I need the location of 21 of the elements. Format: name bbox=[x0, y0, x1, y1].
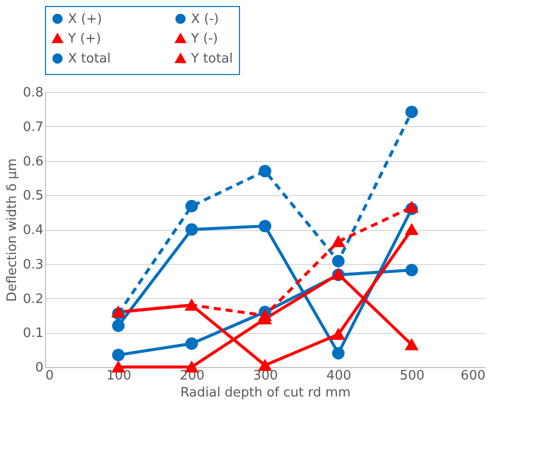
y-tick-label: 0.6 bbox=[22, 154, 44, 170]
legend-label: X (-) bbox=[191, 12, 219, 27]
y-tick-label: 0.2 bbox=[22, 292, 44, 307]
y-tick-label: 0.5 bbox=[22, 188, 44, 204]
y-tick-label: 0.8 bbox=[22, 86, 44, 100]
y-tick-label: 0.1 bbox=[22, 326, 44, 342]
x-axis-title: Radial depth of cut rd mm bbox=[180, 386, 351, 400]
x-tick-label: 400 bbox=[326, 368, 352, 384]
x-tick-label: 600 bbox=[460, 368, 486, 384]
legend-label: Y (+) bbox=[67, 32, 102, 46]
y-axis-title: Deflection width δ µm bbox=[4, 158, 20, 302]
legend-label: X total bbox=[68, 52, 111, 66]
x-tick-label: 0 bbox=[46, 368, 54, 384]
legend-label: Y total bbox=[190, 52, 233, 66]
y-tick-label: 0.7 bbox=[22, 120, 44, 135]
y-tick-label: 0.4 bbox=[22, 223, 44, 238]
legend-label: Y (-) bbox=[190, 32, 218, 46]
legend-label: X (+) bbox=[68, 12, 102, 27]
x-tick-label: 500 bbox=[400, 368, 425, 384]
y-tick-label: 0.3 bbox=[22, 257, 44, 272]
x-tick-label: 300 bbox=[253, 368, 278, 384]
